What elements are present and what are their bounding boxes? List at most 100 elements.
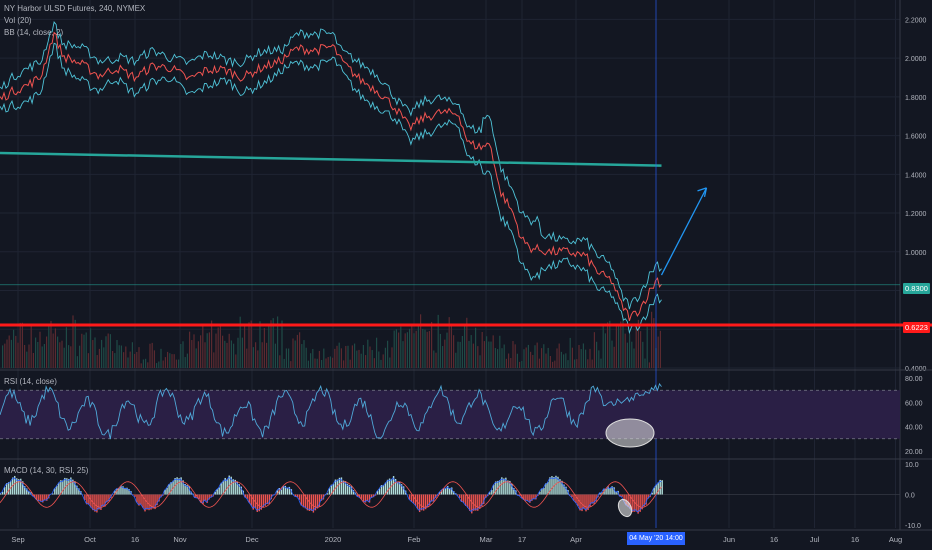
- macd-histogram-bar: [517, 494, 519, 496]
- volume-bar: [404, 333, 406, 368]
- macd-histogram-bar: [16, 478, 18, 495]
- volume-bar: [395, 329, 397, 368]
- macd-histogram-bar: [52, 493, 54, 495]
- macd-histogram-bar: [386, 479, 389, 495]
- volume-bar: [521, 360, 523, 368]
- volume-bar: [112, 350, 114, 368]
- time-axis-label: Apr: [570, 535, 582, 544]
- macd-histogram-bar: [214, 491, 216, 495]
- volume-bar: [582, 343, 584, 368]
- volume-bar: [24, 344, 26, 368]
- macd-histogram-bar: [338, 477, 341, 495]
- volume-bar: [477, 346, 479, 368]
- macd-histogram-bar: [62, 480, 64, 495]
- volume-bar: [565, 353, 567, 368]
- volume-bar: [503, 344, 505, 368]
- macd-histogram-bar: [280, 489, 283, 495]
- volume-bar: [26, 351, 28, 368]
- macd-histogram-bar: [162, 494, 164, 496]
- macd-histogram-bar: [543, 487, 545, 495]
- volume-bar: [281, 320, 283, 368]
- volume-bar: [90, 328, 92, 368]
- macd-histogram-bar: [613, 487, 615, 495]
- price-axis-tick: 2.2000: [905, 17, 927, 24]
- macd-histogram-bar: [463, 494, 465, 503]
- macd-histogram-bar: [390, 478, 393, 495]
- volume-bar: [534, 345, 536, 368]
- volume-bar: [79, 345, 81, 368]
- volume-bar: [167, 351, 169, 368]
- volume-bar: [512, 341, 514, 368]
- macd-histogram-bar: [348, 485, 351, 495]
- volume-bar: [545, 353, 547, 368]
- macd-histogram-bar: [144, 494, 146, 512]
- macd-histogram-bar: [152, 494, 154, 509]
- volume-bar: [268, 326, 270, 368]
- macd-histogram-bar: [28, 490, 30, 495]
- macd-histogram-bar: [178, 478, 180, 495]
- macd-histogram-bar: [22, 481, 24, 495]
- volume-bar: [98, 348, 100, 368]
- volume-bar: [494, 348, 496, 368]
- volume-bar: [316, 358, 318, 368]
- volume-bar: [659, 330, 661, 368]
- volume-bar: [631, 341, 633, 368]
- volume-bar: [497, 349, 499, 368]
- macd-histogram-bar: [260, 494, 262, 510]
- volume-bar: [516, 353, 518, 368]
- volume-bar: [83, 334, 85, 368]
- macd-histogram-bar: [577, 494, 579, 507]
- volume-bar: [186, 353, 188, 368]
- time-axis-label: Nov: [173, 535, 187, 544]
- macd-histogram-bar: [585, 494, 587, 512]
- volume-bar: [305, 347, 307, 368]
- macd-histogram-bar: [230, 476, 232, 495]
- macd-histogram-bar: [340, 477, 343, 495]
- macd-histogram-bar: [412, 494, 415, 504]
- macd-histogram-bar: [148, 494, 150, 511]
- volume-bar: [283, 358, 285, 368]
- macd-histogram-bar: [254, 494, 256, 509]
- macd-histogram-bar: [643, 494, 645, 507]
- macd-histogram-bar: [180, 477, 182, 495]
- macd-histogram-bar: [164, 489, 166, 495]
- volume-bar: [162, 360, 164, 368]
- macd-histogram-bar: [471, 494, 473, 514]
- volume-bar: [560, 351, 562, 368]
- macd-histogram-bar: [232, 479, 234, 495]
- rsi-legend: RSI (14, close): [4, 377, 57, 386]
- volume-legend: Vol (20): [4, 16, 32, 25]
- macd-histogram-bar: [424, 494, 427, 510]
- volume-bar: [206, 333, 208, 368]
- volume-bar: [640, 331, 642, 368]
- macd-histogram-bar: [210, 494, 212, 498]
- volume-bar: [439, 333, 441, 368]
- volume-bar: [136, 351, 138, 368]
- macd-histogram-bar: [42, 494, 44, 503]
- volume-bar: [211, 320, 213, 368]
- macd-histogram-bar: [366, 494, 369, 501]
- macd-histogram-bar: [342, 480, 345, 495]
- macd-histogram-bar: [120, 485, 122, 495]
- volume-bar: [426, 331, 428, 368]
- macd-histogram-bar: [376, 491, 379, 495]
- volume-bar: [87, 353, 89, 368]
- volume-bar: [589, 348, 591, 368]
- macd-histogram-bar: [623, 494, 625, 502]
- volume-bar: [351, 345, 353, 368]
- volume-bar: [323, 348, 325, 368]
- time-axis-label: Aug: [889, 535, 902, 544]
- macd-histogram-bar: [316, 494, 319, 509]
- macd-histogram-bar: [611, 486, 613, 495]
- macd-histogram-bar: [118, 487, 120, 495]
- volume-bar: [252, 347, 254, 368]
- last-price-tag: 0.8300: [903, 283, 930, 294]
- macd-histogram-bar: [661, 480, 663, 495]
- volume-bar: [17, 342, 19, 368]
- macd-histogram-bar: [244, 494, 246, 498]
- volume-bar: [613, 346, 615, 368]
- volume-bar: [334, 348, 336, 368]
- volume-bar: [274, 343, 276, 368]
- bollinger-lower-band: [0, 42, 662, 335]
